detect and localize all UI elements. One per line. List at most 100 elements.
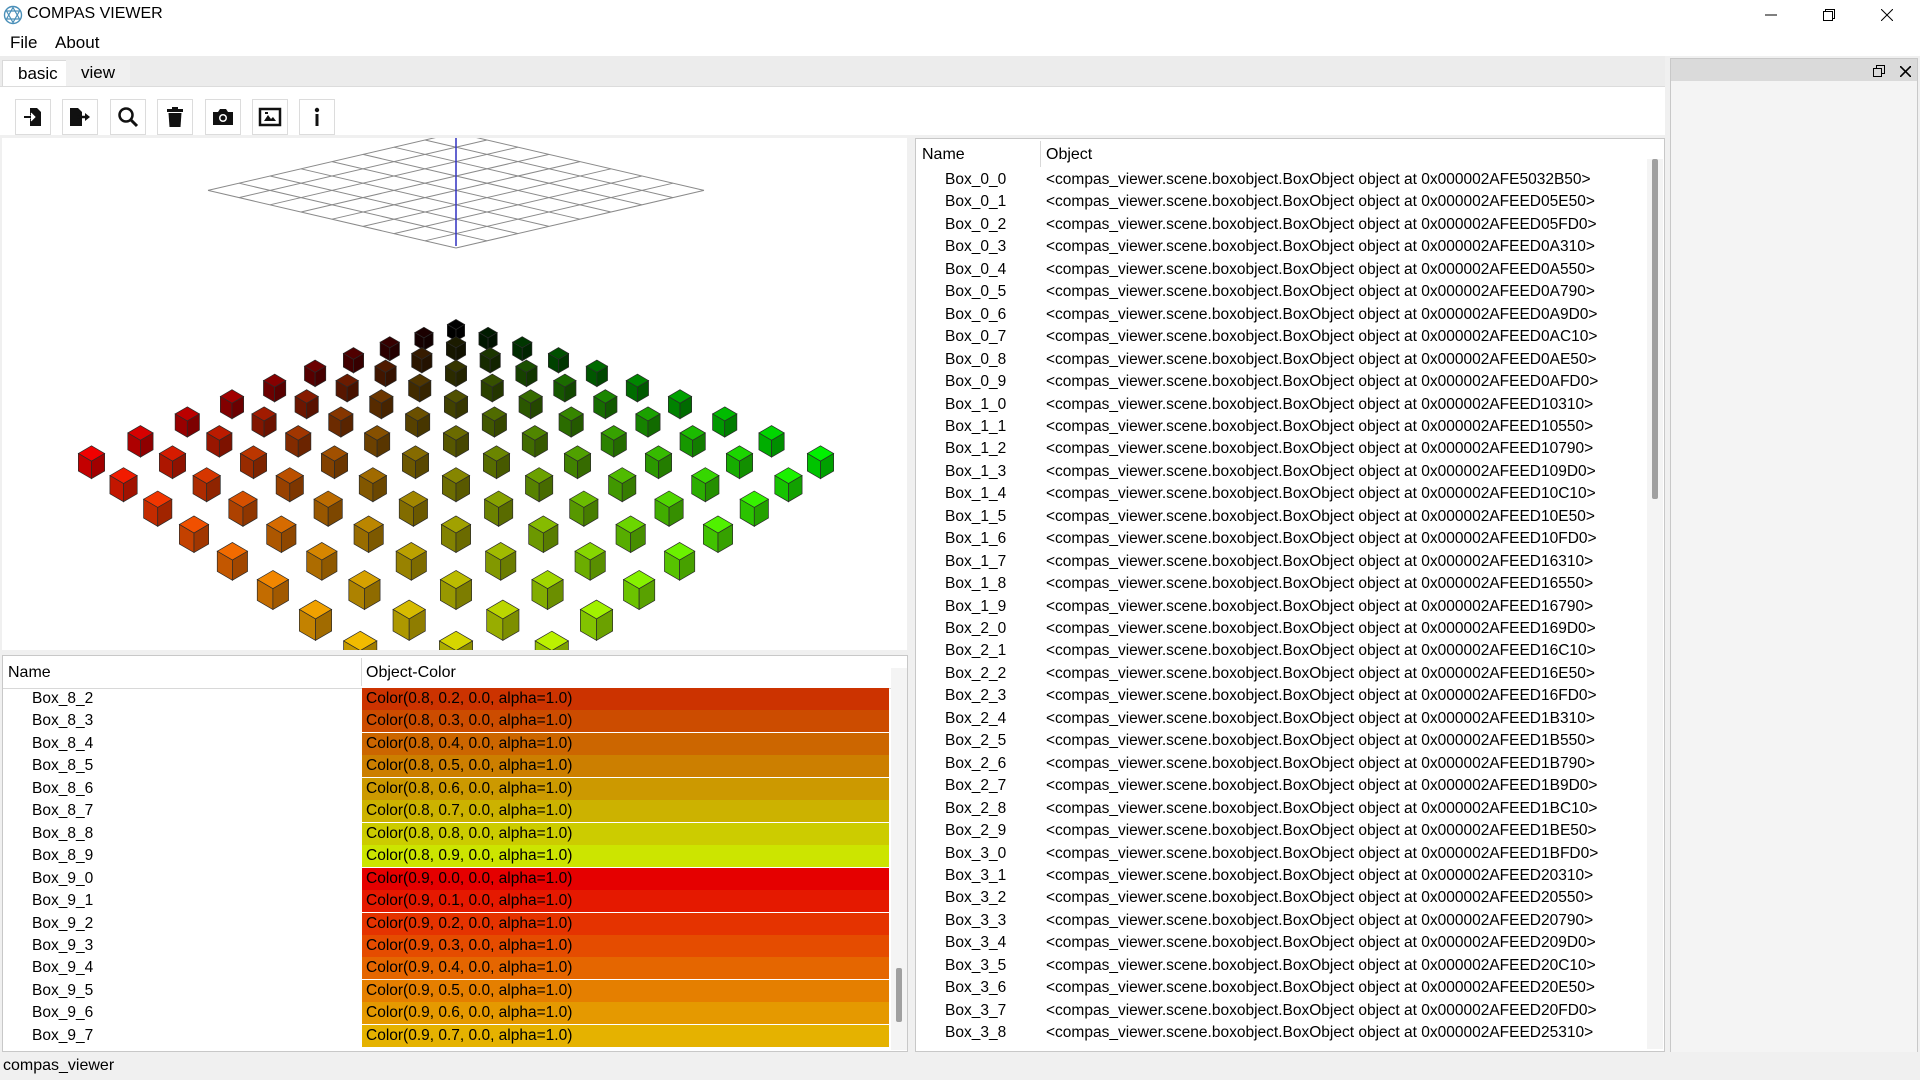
- table-row[interactable]: Box_1_1 <compas_viewer.scene.boxobject.Bo…: [916, 416, 1641, 438]
- minimize-button[interactable]: [1742, 0, 1800, 29]
- box-1-8[interactable]: [725, 445, 754, 480]
- box-0-2[interactable]: [511, 336, 533, 362]
- table-row[interactable]: Box_2_3 <compas_viewer.scene.boxobject.Bo…: [916, 685, 1641, 707]
- box-8-5[interactable]: [305, 542, 338, 581]
- screenshot-button[interactable]: [252, 99, 288, 135]
- box-3-8[interactable]: [654, 490, 684, 527]
- box-2-0[interactable]: [379, 336, 401, 362]
- scrollbar-thumb[interactable]: [1652, 159, 1658, 499]
- table-row[interactable]: Box_9_0 Color(0.9, 0.0, 0.0, alpha=1.0): [3, 867, 889, 890]
- table-row[interactable]: Box_8_4 Color(0.8, 0.4, 0.0, alpha=1.0): [3, 732, 889, 755]
- box-5-7[interactable]: [527, 515, 559, 554]
- color-swatch[interactable]: Color(0.9, 0.6, 0.0, alpha=1.0): [362, 1002, 889, 1025]
- box-8-2[interactable]: [192, 467, 222, 503]
- dock-float-button[interactable]: [1871, 63, 1887, 79]
- import-button[interactable]: [15, 99, 51, 135]
- box-8-1[interactable]: [158, 445, 187, 480]
- table-row[interactable]: Box_8_8 Color(0.8, 0.8, 0.0, alpha=1.0): [3, 822, 889, 845]
- search-button[interactable]: [110, 99, 146, 135]
- close-button[interactable]: [1858, 0, 1916, 29]
- box-8-3[interactable]: [228, 490, 258, 527]
- export-button[interactable]: [62, 99, 98, 135]
- box-6-4[interactable]: [358, 467, 388, 503]
- box-2-1[interactable]: [410, 347, 433, 374]
- box-3-9[interactable]: [702, 515, 734, 554]
- table-row[interactable]: Box_0_2 <compas_viewer.scene.boxobject.Bo…: [916, 214, 1641, 236]
- table-row[interactable]: Box_2_6 <compas_viewer.scene.boxobject.Bo…: [916, 753, 1641, 775]
- box-5-4[interactable]: [401, 445, 430, 480]
- color-swatch[interactable]: Color(0.8, 0.5, 0.0, alpha=1.0): [362, 755, 889, 778]
- box-7-6[interactable]: [395, 542, 428, 581]
- box-0-8[interactable]: [758, 425, 785, 458]
- box-0-6[interactable]: [667, 389, 693, 420]
- table-row[interactable]: Box_2_2 <compas_viewer.scene.boxobject.Bo…: [916, 663, 1641, 685]
- box-5-9[interactable]: [622, 570, 656, 611]
- color-swatch[interactable]: Color(0.8, 0.2, 0.0, alpha=1.0): [362, 688, 889, 710]
- color-table-scrollbar[interactable]: [891, 668, 907, 1050]
- column-header-name[interactable]: Name: [8, 664, 51, 681]
- 3d-viewport[interactable]: [2, 132, 907, 743]
- table-row[interactable]: Box_1_2 <compas_viewer.scene.boxobject.Bo…: [916, 438, 1641, 460]
- table-row[interactable]: Box_0_8 <compas_viewer.scene.boxobject.Bo…: [916, 349, 1641, 371]
- box-2-2[interactable]: [444, 359, 468, 388]
- table-row[interactable]: Box_9_5 Color(0.9, 0.5, 0.0, alpha=1.0): [3, 979, 889, 1002]
- restore-button[interactable]: [1800, 0, 1858, 29]
- box-6-8[interactable]: [531, 570, 564, 611]
- table-row[interactable]: Box_0_6 <compas_viewer.scene.boxobject.Bo…: [916, 304, 1641, 326]
- box-9-6[interactable]: [298, 599, 333, 642]
- camera-button[interactable]: [205, 99, 241, 135]
- color-swatch[interactable]: Color(0.9, 0.5, 0.0, alpha=1.0): [362, 979, 889, 1002]
- scene-table-body[interactable]: Box_0_0 <compas_viewer.scene.boxobject.Bo…: [916, 169, 1641, 1049]
- box-1-4[interactable]: [552, 373, 577, 403]
- box-9-1[interactable]: [109, 467, 138, 503]
- table-row[interactable]: Box_8_9 Color(0.8, 0.9, 0.0, alpha=1.0): [3, 845, 889, 868]
- table-row[interactable]: Box_9_7 Color(0.9, 0.7, 0.0, alpha=1.0): [3, 1024, 889, 1047]
- table-row[interactable]: Box_3_2 <compas_viewer.scene.boxobject.Bo…: [916, 887, 1641, 909]
- box-9-3[interactable]: [178, 515, 210, 554]
- color-swatch[interactable]: Color(0.9, 0.3, 0.0, alpha=1.0): [362, 934, 889, 957]
- box-8-0[interactable]: [127, 425, 154, 458]
- box-8-4[interactable]: [265, 515, 297, 554]
- color-swatch[interactable]: Color(0.8, 0.6, 0.0, alpha=1.0): [362, 777, 889, 800]
- column-divider[interactable]: [1040, 141, 1041, 167]
- table-row[interactable]: Box_9_4 Color(0.9, 0.4, 0.0, alpha=1.0): [3, 957, 889, 980]
- box-7-5[interactable]: [353, 515, 385, 554]
- box-2-6[interactable]: [600, 425, 628, 458]
- box-1-1[interactable]: [445, 336, 467, 362]
- dock-title-bar[interactable]: [1671, 59, 1917, 81]
- table-row[interactable]: Box_2_7 <compas_viewer.scene.boxobject.Bo…: [916, 775, 1641, 797]
- box-3-5[interactable]: [521, 425, 549, 458]
- table-row[interactable]: Box_1_5 <compas_viewer.scene.boxobject.Bo…: [916, 506, 1641, 528]
- table-row[interactable]: Box_0_0 <compas_viewer.scene.boxobject.Bo…: [916, 169, 1641, 191]
- box-6-9[interactable]: [579, 599, 614, 642]
- box-7-9[interactable]: [534, 630, 570, 674]
- box-0-3[interactable]: [547, 347, 570, 374]
- box-4-1[interactable]: [335, 373, 360, 403]
- box-7-7[interactable]: [439, 570, 473, 611]
- table-row[interactable]: Box_1_3 <compas_viewer.scene.boxobject.Bo…: [916, 461, 1641, 483]
- box-9-2[interactable]: [142, 490, 173, 527]
- box-2-5[interactable]: [558, 406, 585, 438]
- box-5-3[interactable]: [363, 425, 391, 458]
- table-row[interactable]: Box_9_3 Color(0.9, 0.3, 0.0, alpha=1.0): [3, 934, 889, 957]
- box-8-6[interactable]: [348, 570, 381, 611]
- table-row[interactable]: Box_8_3 Color(0.8, 0.3, 0.0, alpha=1.0): [3, 710, 889, 733]
- box-0-9[interactable]: [806, 445, 835, 480]
- box-4-2[interactable]: [368, 389, 394, 420]
- box-0-4[interactable]: [585, 359, 609, 388]
- box-9-7[interactable]: [342, 630, 378, 674]
- table-row[interactable]: Box_8_6 Color(0.8, 0.6, 0.0, alpha=1.0): [3, 777, 889, 800]
- table-row[interactable]: Box_1_4 <compas_viewer.scene.boxobject.Bo…: [916, 483, 1641, 505]
- box-5-1[interactable]: [294, 389, 320, 420]
- table-row[interactable]: Box_9_2 Color(0.9, 0.2, 0.0, alpha=1.0): [3, 912, 889, 935]
- box-4-8[interactable]: [615, 515, 647, 554]
- color-swatch[interactable]: Color(0.9, 0.1, 0.0, alpha=1.0): [362, 890, 889, 913]
- table-row[interactable]: Box_1_0 <compas_viewer.scene.boxobject.Bo…: [916, 394, 1641, 416]
- box-8-8[interactable]: [438, 630, 474, 674]
- table-row[interactable]: Box_9_1 Color(0.9, 0.1, 0.0, alpha=1.0): [3, 890, 889, 913]
- table-row[interactable]: Box_3_7 <compas_viewer.scene.boxobject.Bo…: [916, 1000, 1641, 1022]
- table-row[interactable]: Box_3_0 <compas_viewer.scene.boxobject.Bo…: [916, 843, 1641, 865]
- box-9-4[interactable]: [216, 542, 249, 581]
- box-6-7[interactable]: [484, 542, 517, 581]
- table-row[interactable]: Box_0_9 <compas_viewer.scene.boxobject.Bo…: [916, 371, 1641, 393]
